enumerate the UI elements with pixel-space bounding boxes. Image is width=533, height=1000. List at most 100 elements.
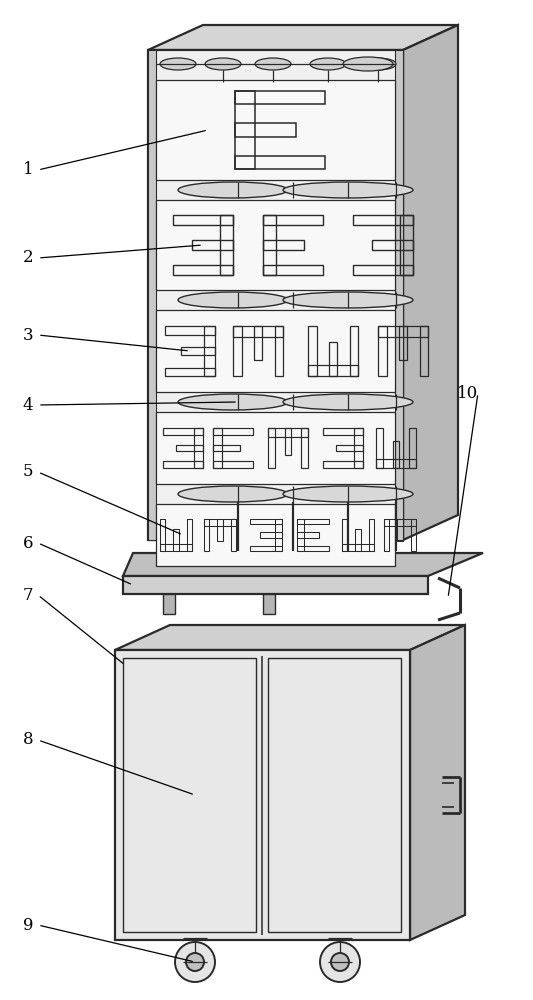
- Bar: [123, 576, 428, 594]
- Bar: [342, 544, 374, 551]
- Bar: [350, 326, 358, 376]
- Bar: [268, 658, 401, 932]
- Bar: [204, 519, 209, 551]
- Polygon shape: [115, 625, 465, 650]
- Bar: [148, 50, 403, 540]
- Bar: [393, 441, 399, 468]
- Bar: [213, 428, 222, 468]
- Bar: [254, 326, 262, 360]
- Bar: [156, 412, 395, 484]
- Bar: [231, 519, 236, 551]
- Ellipse shape: [186, 953, 204, 971]
- Bar: [235, 91, 255, 169]
- Bar: [187, 519, 192, 551]
- Ellipse shape: [343, 57, 393, 71]
- Bar: [356, 529, 361, 551]
- Bar: [275, 519, 282, 551]
- Bar: [156, 200, 395, 290]
- Bar: [235, 156, 325, 169]
- Bar: [165, 326, 215, 334]
- Bar: [156, 504, 395, 566]
- Bar: [213, 428, 253, 435]
- Bar: [263, 240, 304, 250]
- Ellipse shape: [175, 942, 215, 982]
- Bar: [384, 519, 416, 526]
- Bar: [268, 428, 275, 468]
- Bar: [329, 342, 337, 376]
- Bar: [399, 326, 407, 360]
- Bar: [263, 215, 323, 225]
- Text: 3: 3: [23, 326, 33, 344]
- Bar: [156, 80, 395, 180]
- Bar: [263, 594, 275, 614]
- Bar: [160, 519, 165, 551]
- Bar: [372, 240, 413, 250]
- Bar: [384, 519, 390, 551]
- Bar: [410, 519, 416, 551]
- Bar: [354, 428, 363, 468]
- Bar: [115, 650, 410, 940]
- Ellipse shape: [178, 292, 288, 308]
- Bar: [378, 326, 428, 337]
- Bar: [297, 532, 319, 538]
- Bar: [123, 658, 256, 932]
- Bar: [181, 347, 215, 355]
- Ellipse shape: [283, 292, 413, 308]
- Ellipse shape: [331, 953, 349, 971]
- Text: 9: 9: [23, 916, 33, 934]
- Polygon shape: [403, 25, 458, 540]
- Text: 6: 6: [23, 534, 33, 552]
- Bar: [176, 445, 203, 451]
- Bar: [268, 428, 308, 437]
- Ellipse shape: [283, 486, 413, 502]
- Bar: [376, 459, 416, 468]
- Bar: [235, 91, 325, 104]
- Bar: [156, 310, 395, 392]
- Bar: [308, 326, 317, 376]
- Bar: [192, 240, 233, 250]
- Ellipse shape: [205, 58, 241, 70]
- Polygon shape: [410, 625, 465, 940]
- Text: 2: 2: [23, 249, 33, 266]
- Ellipse shape: [283, 394, 413, 410]
- Bar: [173, 215, 233, 225]
- Bar: [297, 519, 304, 551]
- Text: 10: 10: [457, 384, 479, 401]
- Bar: [260, 532, 282, 538]
- Ellipse shape: [178, 394, 288, 410]
- Bar: [378, 326, 386, 376]
- Bar: [285, 428, 292, 455]
- Bar: [323, 461, 363, 468]
- Bar: [274, 326, 283, 376]
- Text: 4: 4: [23, 396, 33, 414]
- Polygon shape: [148, 25, 458, 50]
- Bar: [165, 367, 215, 376]
- Bar: [353, 265, 413, 275]
- Bar: [233, 326, 283, 337]
- Bar: [368, 519, 374, 551]
- Bar: [395, 50, 403, 540]
- Bar: [194, 428, 203, 468]
- Bar: [297, 519, 329, 524]
- Ellipse shape: [310, 58, 346, 70]
- Bar: [376, 428, 383, 468]
- Bar: [148, 50, 156, 540]
- Bar: [263, 265, 323, 275]
- Bar: [220, 215, 233, 275]
- Bar: [353, 215, 413, 225]
- Bar: [297, 546, 329, 551]
- Bar: [419, 326, 428, 376]
- Bar: [163, 428, 203, 435]
- Bar: [308, 365, 358, 376]
- Bar: [400, 215, 413, 275]
- Bar: [409, 428, 416, 468]
- Bar: [213, 461, 253, 468]
- Bar: [173, 529, 179, 551]
- Text: 1: 1: [23, 161, 33, 178]
- Text: 7: 7: [23, 586, 33, 603]
- Bar: [235, 123, 296, 137]
- Bar: [323, 428, 363, 435]
- Bar: [250, 519, 282, 524]
- Text: 5: 5: [23, 464, 33, 481]
- Bar: [301, 428, 308, 468]
